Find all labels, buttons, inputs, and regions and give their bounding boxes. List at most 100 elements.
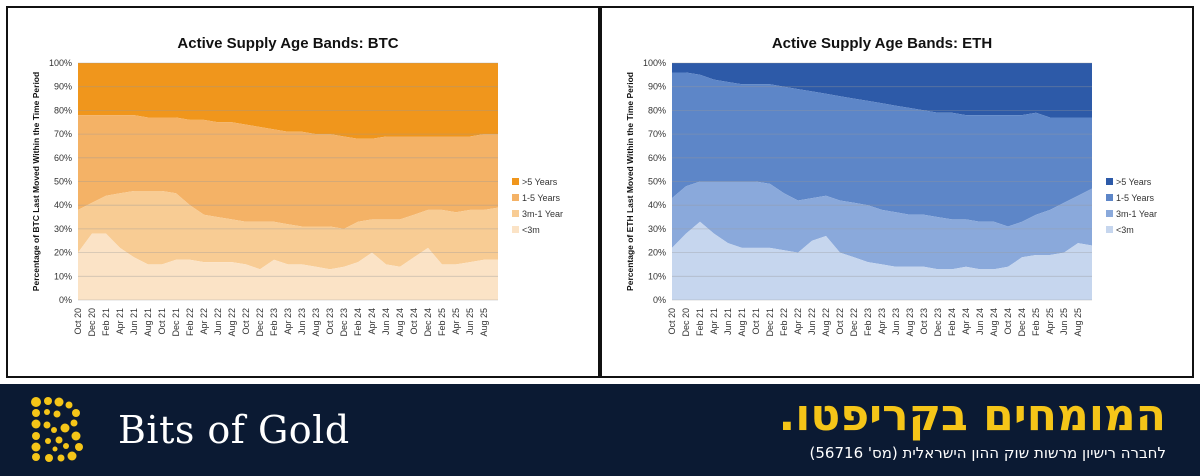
eth-x-tick-label: Dec 23 bbox=[933, 308, 943, 337]
btc-x-tick-label: Feb 22 bbox=[185, 308, 195, 336]
eth-legend-swatch bbox=[1106, 210, 1113, 217]
eth-x-tick-label: Aug 25 bbox=[1073, 308, 1083, 337]
eth-x-tick-label: Apr 24 bbox=[961, 308, 971, 335]
btc-x-tick-label: Feb 21 bbox=[101, 308, 111, 336]
eth-y-tick-label: 50% bbox=[648, 177, 666, 187]
eth-x-tick-label: Aug 24 bbox=[989, 308, 999, 337]
btc-x-tick-label: Dec 21 bbox=[171, 308, 181, 337]
btc-y-tick-label: 20% bbox=[54, 248, 72, 258]
btc-y-tick-label: 50% bbox=[54, 177, 72, 187]
eth-area--5-years bbox=[672, 63, 1092, 118]
eth-x-tick-label: Feb 22 bbox=[779, 308, 789, 336]
eth-y-tick-label: 10% bbox=[648, 271, 666, 281]
eth-legend-label: >5 Years bbox=[1116, 177, 1152, 187]
btc-x-tick-label: Aug 25 bbox=[479, 308, 489, 337]
eth-x-tick-label: Apr 22 bbox=[793, 308, 803, 335]
btc-y-tick-label: 60% bbox=[54, 153, 72, 163]
eth-legend-swatch bbox=[1106, 226, 1113, 233]
hebrew-tagline: המומחים בקריפטו. bbox=[778, 390, 1166, 441]
eth-x-tick-label: Aug 21 bbox=[737, 308, 747, 337]
btc-x-tick-label: Feb 25 bbox=[437, 308, 447, 336]
btc-x-tick-label: Feb 23 bbox=[269, 308, 279, 336]
eth-y-tick-label: 60% bbox=[648, 153, 666, 163]
btc-x-tick-label: Oct 23 bbox=[325, 308, 335, 335]
btc-x-tick-label: Apr 25 bbox=[451, 308, 461, 335]
eth-x-tick-label: Oct 23 bbox=[919, 308, 929, 335]
eth-x-tick-label: Feb 25 bbox=[1031, 308, 1041, 336]
btc-chart-panel: Active Supply Age Bands: BTC 0% 10% 20% 30% 4… bbox=[6, 6, 600, 378]
btc-x-tick-label: Oct 24 bbox=[409, 308, 419, 335]
btc-legend-label: 1-5 Years bbox=[522, 193, 561, 203]
btc-x-tick-label: Oct 20 bbox=[73, 308, 83, 335]
btc-x-tick-label: Aug 23 bbox=[311, 308, 321, 337]
eth-x-tick-label: Apr 23 bbox=[877, 308, 887, 335]
eth-legend-label: 3m-1 Year bbox=[1116, 209, 1157, 219]
btc-y-tick-label: 80% bbox=[54, 105, 72, 115]
btc-x-tick-label: Jun 21 bbox=[129, 308, 139, 335]
btc-x-tick-label: Dec 23 bbox=[339, 308, 349, 337]
eth-chart-title: Active Supply Age Bands: ETH bbox=[772, 35, 992, 52]
btc-legend-swatch bbox=[512, 194, 519, 201]
eth-area-1-5-years bbox=[672, 72, 1092, 227]
btc-legend-swatch bbox=[512, 178, 519, 185]
btc-x-tick-label: Jun 23 bbox=[297, 308, 307, 335]
eth-y-tick-label: 30% bbox=[648, 224, 666, 234]
eth-x-tick-label: Oct 20 bbox=[667, 308, 677, 335]
eth-x-tick-label: Aug 22 bbox=[821, 308, 831, 337]
btc-x-tick-label: Aug 21 bbox=[143, 308, 153, 337]
eth-x-tick-label: Apr 21 bbox=[709, 308, 719, 335]
btc-area-1-5-years bbox=[78, 115, 498, 229]
btc-legend-label: >5 Years bbox=[522, 177, 558, 187]
btc-legend-swatch bbox=[512, 226, 519, 233]
btc-y-tick-label: 90% bbox=[54, 82, 72, 92]
btc-chart-title: Active Supply Age Bands: BTC bbox=[177, 35, 398, 52]
eth-x-tick-label: Oct 21 bbox=[751, 308, 761, 335]
eth-x-tick-label: Jun 21 bbox=[723, 308, 733, 335]
btc-x-tick-label: Apr 23 bbox=[283, 308, 293, 335]
eth-x-tick-label: Dec 24 bbox=[1017, 308, 1027, 337]
btc-x-tick-label: Jun 25 bbox=[465, 308, 475, 335]
eth-x-tick-label: Oct 24 bbox=[1003, 308, 1013, 335]
eth-x-tick-label: Jun 22 bbox=[807, 308, 817, 335]
bits-of-gold-logo-icon bbox=[31, 397, 83, 462]
eth-x-tick-label: Oct 22 bbox=[835, 308, 845, 335]
hebrew-license-note: לחברה רישיון מרשות שוק ההון הישראלית (מס… bbox=[809, 444, 1166, 462]
eth-x-tick-label: Jun 24 bbox=[975, 308, 985, 335]
eth-legend-label: <3m bbox=[1116, 225, 1134, 235]
btc-y-tick-label: 70% bbox=[54, 129, 72, 139]
brand-name: Bits of Gold bbox=[118, 408, 350, 452]
eth-y-tick-label: 40% bbox=[648, 200, 666, 210]
eth-x-tick-label: Jun 23 bbox=[891, 308, 901, 335]
eth-area-3m-1-year bbox=[672, 181, 1092, 270]
btc-x-tick-label: Jun 22 bbox=[213, 308, 223, 335]
eth-x-tick-label: Aug 23 bbox=[905, 308, 915, 337]
eth-y-tick-label: 70% bbox=[648, 129, 666, 139]
eth-x-tick-label: Feb 21 bbox=[695, 308, 705, 336]
btc-y-tick-label: 10% bbox=[54, 271, 72, 281]
btc-x-tick-label: Oct 22 bbox=[241, 308, 251, 335]
eth-chart-panel: Active Supply Age Bands: ETH 0% 10% 20% 30% 4… bbox=[600, 6, 1194, 378]
eth-y-tick-label: 20% bbox=[648, 248, 666, 258]
eth-legend-label: 1-5 Years bbox=[1116, 193, 1155, 203]
eth-chart: Active Supply Age Bands: ETH 0% 10% 20% 30% 4… bbox=[625, 35, 1157, 337]
footer-banner: Bits of Gold המומחים בקריפטו. לחברה רישי… bbox=[0, 384, 1200, 476]
btc-x-tick-label: Apr 22 bbox=[199, 308, 209, 335]
btc-legend-label: 3m-1 Year bbox=[522, 209, 563, 219]
btc-area--5-years bbox=[78, 63, 498, 139]
btc-y-tick-label: 100% bbox=[49, 58, 72, 68]
btc-x-tick-label: Aug 24 bbox=[395, 308, 405, 337]
btc-y-axis-label: Percentage of BTC Last Moved Within the … bbox=[31, 72, 41, 291]
btc-x-tick-label: Apr 24 bbox=[367, 308, 377, 335]
btc-legend-swatch bbox=[512, 210, 519, 217]
btc-x-tick-label: Apr 21 bbox=[115, 308, 125, 335]
eth-legend-swatch bbox=[1106, 178, 1113, 185]
btc-y-tick-label: 30% bbox=[54, 224, 72, 234]
eth-legend-swatch bbox=[1106, 194, 1113, 201]
eth-area--3m bbox=[672, 221, 1092, 300]
eth-x-tick-label: Dec 21 bbox=[765, 308, 775, 337]
btc-y-tick-label: 40% bbox=[54, 200, 72, 210]
btc-area--3m bbox=[78, 233, 498, 300]
btc-chart: Active Supply Age Bands: BTC 0% 10% 20% 30% 4… bbox=[31, 35, 563, 337]
btc-x-tick-label: Dec 20 bbox=[87, 308, 97, 337]
btc-x-tick-label: Oct 21 bbox=[157, 308, 167, 335]
